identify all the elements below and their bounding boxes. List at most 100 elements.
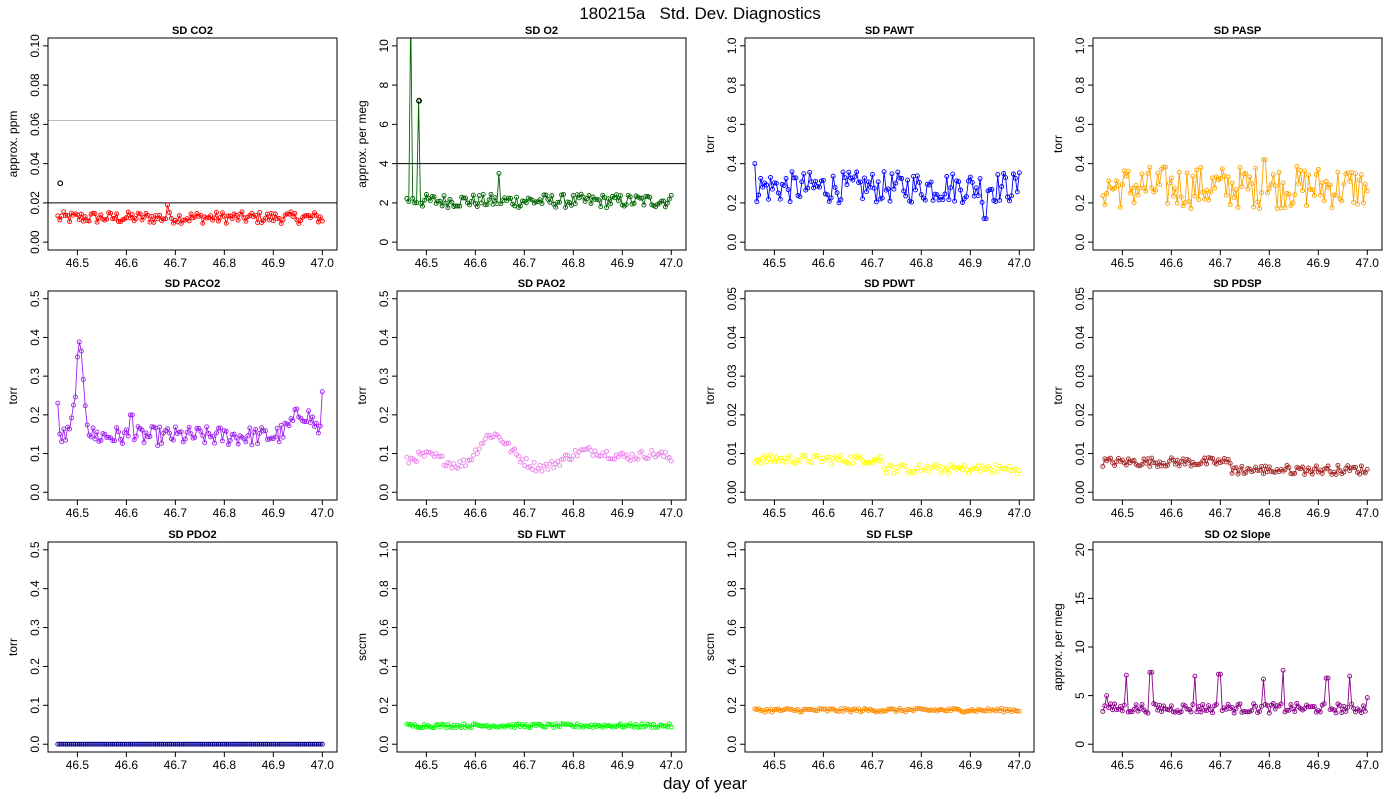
plot-frame xyxy=(744,541,1035,753)
data-point xyxy=(1174,200,1180,206)
y-tick-label: 0.10 xyxy=(28,34,42,58)
data-point xyxy=(1264,190,1270,196)
data-point xyxy=(1227,202,1233,207)
y-tick-label: 0.0 xyxy=(725,736,739,753)
data-point xyxy=(425,449,431,455)
data-point xyxy=(1360,200,1366,206)
data-point xyxy=(1296,181,1302,187)
x-tick-label: 46.6 xyxy=(464,256,488,270)
data-point xyxy=(539,468,545,474)
y-axis-label: torr xyxy=(703,135,717,153)
data-point xyxy=(253,212,259,218)
x-tick-label: 46.9 xyxy=(959,758,983,772)
y-tick-label: 6 xyxy=(377,121,391,128)
data-point xyxy=(1210,710,1215,716)
data-point xyxy=(1261,676,1266,682)
data-point xyxy=(864,189,869,195)
y-axis-label: torr xyxy=(6,386,20,404)
data-point xyxy=(869,171,875,177)
data-point xyxy=(783,459,789,465)
y-tick-label: 0.8 xyxy=(725,76,739,93)
data-point xyxy=(1276,170,1282,175)
y-tick-label: 0.8 xyxy=(725,580,739,597)
data-point xyxy=(172,424,178,430)
data-point xyxy=(557,199,563,205)
data-point xyxy=(245,433,251,439)
data-point xyxy=(623,202,629,208)
data-point xyxy=(1243,171,1249,176)
y-tick-label: 0.0 xyxy=(725,233,739,250)
x-tick-label: 46.9 xyxy=(959,506,983,520)
plot-frame xyxy=(47,37,338,251)
chart-panel: SD CO2 approx. ppm 46.5 46.6 46.7 46.8 46.9 47.… xyxy=(6,25,338,270)
data-point xyxy=(461,195,467,201)
data-point xyxy=(1206,197,1212,203)
x-tick-label: 46.9 xyxy=(611,758,635,772)
x-tick-label: 46.8 xyxy=(910,758,934,772)
x-tick-label: 46.8 xyxy=(1258,758,1282,772)
plot-frame xyxy=(396,290,687,501)
data-point xyxy=(1117,204,1123,210)
data-point xyxy=(762,453,768,459)
x-tick-label: 46.5 xyxy=(763,758,787,772)
x-tick-label: 47.0 xyxy=(1008,256,1032,270)
data-point xyxy=(635,724,641,730)
data-point xyxy=(987,466,993,471)
data-point xyxy=(409,14,413,18)
data-point xyxy=(257,210,263,215)
data-point xyxy=(946,197,952,203)
data-point xyxy=(662,204,668,210)
y-axis-label: approx. per meg xyxy=(1051,603,1065,690)
data-point xyxy=(1114,178,1119,184)
data-point xyxy=(930,197,936,203)
data-point xyxy=(617,193,623,199)
data-point xyxy=(1178,194,1184,200)
data-point xyxy=(559,457,565,462)
data-point xyxy=(235,217,241,223)
data-point xyxy=(1143,188,1149,194)
x-tick-label: 46.7 xyxy=(1209,506,1233,520)
data-point xyxy=(482,202,488,208)
data-point xyxy=(828,461,834,467)
data-point xyxy=(1282,205,1288,211)
chart-panel: SD PAWT torr 46.5 46.6 46.7 46.8 46.9 47.0 0.0 0.… xyxy=(703,25,1035,270)
series-line xyxy=(754,163,1020,220)
data-point xyxy=(488,191,494,197)
data-point xyxy=(447,724,453,730)
data-point xyxy=(1345,704,1351,710)
data-point xyxy=(110,438,116,444)
data-point xyxy=(302,419,308,424)
y-tick-label: 0.2 xyxy=(377,406,391,423)
data-point xyxy=(1311,704,1317,710)
data-point xyxy=(1360,703,1366,709)
data-point xyxy=(1166,707,1172,713)
data-point xyxy=(565,452,570,458)
y-tick-label: 1.0 xyxy=(725,37,739,54)
data-point xyxy=(1302,471,1308,477)
y-axis-label: sccm xyxy=(703,633,717,661)
data-point xyxy=(533,199,539,205)
data-point xyxy=(773,180,779,186)
data-point xyxy=(1319,471,1325,476)
data-point xyxy=(439,453,445,459)
series-layer xyxy=(55,741,325,747)
data-point xyxy=(1208,455,1214,461)
data-point xyxy=(754,199,760,205)
data-point xyxy=(535,721,541,727)
data-point xyxy=(247,425,253,431)
data-point xyxy=(873,199,879,205)
panel-title: SD FLSP xyxy=(866,529,912,541)
data-point xyxy=(588,448,594,454)
data-point xyxy=(176,429,182,435)
y-tick-label: 0.4 xyxy=(725,658,739,675)
data-point xyxy=(437,198,443,204)
data-point xyxy=(141,214,147,220)
x-tick-label: 47.0 xyxy=(1008,758,1032,772)
y-tick-label: 0.2 xyxy=(28,658,42,675)
data-point xyxy=(1014,189,1020,195)
x-tick-label: 46.8 xyxy=(213,758,237,772)
data-point xyxy=(1233,706,1239,712)
x-tick-label: 46.6 xyxy=(1160,758,1184,772)
data-point xyxy=(889,463,895,469)
figure-title: 180215a Std. Dev. Diagnostics xyxy=(579,4,821,23)
